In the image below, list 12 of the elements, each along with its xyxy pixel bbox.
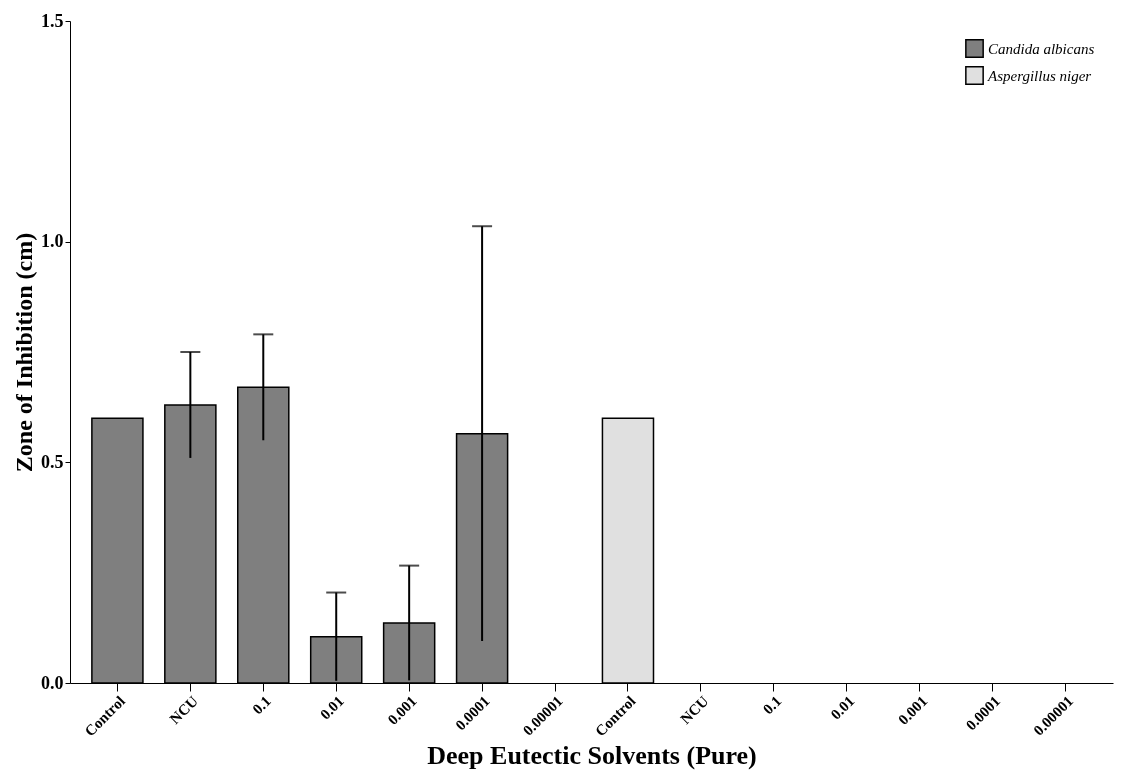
- y-tick-label: 0.5: [41, 451, 64, 472]
- y-axis-title: Zone of Inhibition (cm): [11, 232, 37, 473]
- x-tick-label: 0.01: [316, 692, 347, 723]
- x-tick-label: 0.1: [249, 692, 274, 718]
- x-axis-title: Deep Eutectic Solvents (Pure): [427, 741, 757, 771]
- y-tick-label: 1.0: [41, 231, 64, 252]
- legend-label: Aspergillus niger: [987, 67, 1092, 84]
- x-tick-label: 0.01: [827, 692, 858, 723]
- legend-label: Candida albicans: [988, 40, 1095, 57]
- x-tick-label: 0.1: [759, 692, 785, 718]
- y-tick-label: 0.0: [41, 672, 64, 693]
- y-tick-label: 1.5: [41, 10, 64, 31]
